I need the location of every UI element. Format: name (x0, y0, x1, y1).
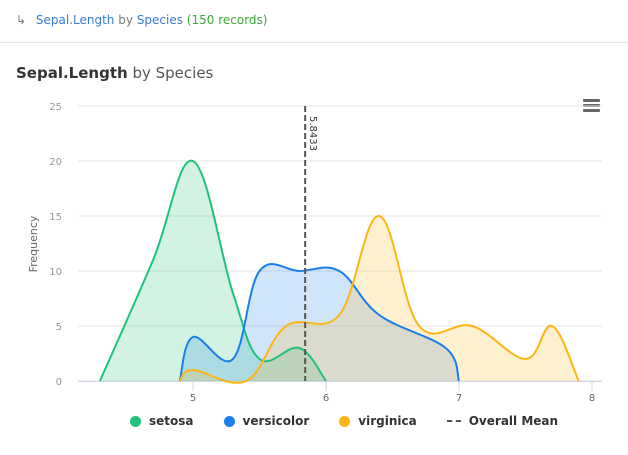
legend-item-virginica[interactable]: virginica (339, 414, 417, 428)
x-tick-label: 6 (323, 393, 329, 404)
versicolor-line[interactable] (178, 263, 460, 382)
y-tick-label: 5 (56, 322, 62, 333)
hamburger-menu-icon (583, 99, 600, 102)
legend-label: virginica (358, 414, 417, 428)
x-tick-label: 8 (589, 393, 595, 404)
y-tick-label: 0 (56, 377, 62, 388)
breadcrumb-field-link[interactable]: Sepal.Length (35, 13, 115, 27)
chart-title-rest: by Species (132, 64, 214, 82)
legend-item-versicolor[interactable]: versicolor (223, 414, 310, 428)
x-tick-label: 7 (456, 393, 462, 404)
legend-item-setosa[interactable]: setosa (130, 414, 194, 428)
virginica-area (179, 215, 579, 383)
y-tick-label: 15 (49, 212, 62, 223)
x-tick-label: 5 (190, 393, 196, 404)
legend-label: Overall Mean (468, 414, 559, 428)
y-tick-label: 20 (49, 157, 62, 168)
chart-title-field: Sepal.Length (16, 64, 128, 82)
divider (0, 42, 628, 43)
chart-title: Sepal.Length by Species (16, 64, 213, 82)
legend-dot-icon (130, 415, 141, 427)
breadcrumb-by: by (118, 13, 133, 27)
legend-label: setosa (149, 414, 194, 428)
y-tick-label: 25 (49, 102, 62, 113)
legend-label: versicolor (242, 414, 310, 428)
setosa-line[interactable] (98, 159, 327, 382)
legend-dash-icon (446, 420, 461, 422)
return-arrow-icon: ↳ (16, 13, 27, 27)
y-tick-label: 10 (49, 267, 62, 278)
setosa-area (99, 160, 327, 381)
overall-mean-label: 5.8433 (307, 116, 318, 151)
virginica-line[interactable] (178, 215, 580, 384)
legend-item-overall-mean[interactable]: Overall Mean (446, 414, 559, 428)
versicolor-area (179, 263, 459, 381)
y-axis-label: Frequency (27, 215, 40, 272)
breadcrumb-group-link[interactable]: Species (136, 13, 183, 27)
chart-legend: setosa versicolor virginica Overall Mean (130, 414, 588, 428)
breadcrumb: ↳ Sepal.Length by Species (150 records) (16, 13, 267, 27)
legend-dot-icon (223, 415, 235, 427)
record-count: (150 records) (186, 13, 268, 27)
legend-dot-icon (339, 415, 351, 427)
